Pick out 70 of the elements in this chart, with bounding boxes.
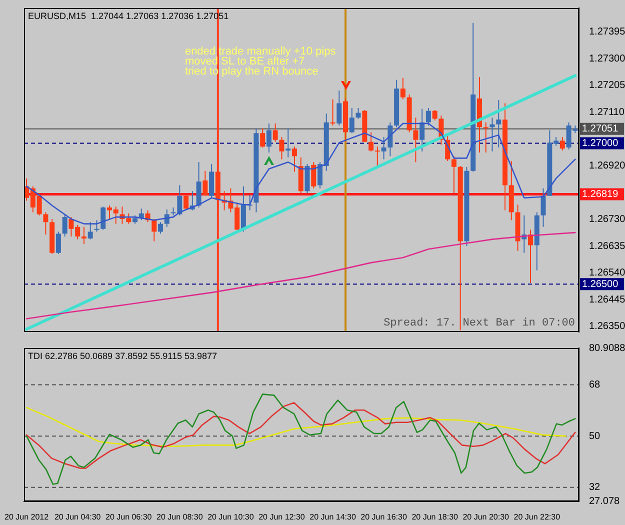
annotation: Spread: 17. Next Bar in 07:00 <box>384 317 575 330</box>
y-tick-label: 1.26350 <box>589 321 625 332</box>
y-tick-label: 1.27300 <box>589 53 625 64</box>
candlestick <box>560 136 565 152</box>
candlestick <box>432 109 438 121</box>
candlestick <box>349 108 354 134</box>
candlestick <box>388 122 393 157</box>
candlestick <box>202 170 208 196</box>
candlestick <box>426 108 431 126</box>
candlestick <box>496 100 502 148</box>
y-tick-label: 1.26730 <box>589 214 625 226</box>
x-tick-label: 20 Jun 22:30 <box>514 512 561 522</box>
y-tick-label: 1.27395 <box>589 26 625 38</box>
y-tick-label: 68 <box>589 380 601 391</box>
candlestick <box>56 231 61 254</box>
y-tick-label: 32 <box>589 482 601 494</box>
candlestick <box>164 208 170 228</box>
y-tick-label: 27.078 <box>589 496 620 508</box>
y-tick-label: 1.26540 <box>589 268 625 279</box>
candlestick <box>381 136 386 160</box>
candlestick <box>311 162 316 189</box>
candlestick <box>272 123 278 142</box>
candlestick <box>413 117 418 163</box>
y-tick-label: 1.27110 <box>589 106 625 118</box>
candlestick <box>292 146 297 172</box>
candlestick <box>196 162 202 208</box>
candlestick <box>43 212 48 236</box>
x-tick-label: 20 Jun 10:30 <box>208 512 254 522</box>
candlestick <box>266 123 272 154</box>
candlestick <box>336 90 342 126</box>
ref-line-label: 1.26819 <box>582 188 619 200</box>
chart-title: TDI 62.2786 50.0689 37.8592 55.9115 53.9877 <box>28 350 217 361</box>
x-tick-label: 20 Jun 14:30 <box>310 512 356 522</box>
candlestick <box>260 128 266 148</box>
candlestick <box>318 162 322 189</box>
y-tick-label: 1.26635 <box>589 240 625 252</box>
candlestick <box>62 214 68 237</box>
candlestick <box>368 132 374 152</box>
candlestick <box>158 222 164 234</box>
y-tick-label: 1.26920 <box>589 160 625 172</box>
candlestick <box>279 136 284 160</box>
ref-line-label: 1.27051 <box>582 124 619 135</box>
x-tick-label: 20 Jun 18:30 <box>412 512 459 522</box>
ref-line-label: 1.26500 <box>582 278 619 290</box>
candlestick <box>540 188 546 228</box>
candlestick <box>356 108 361 120</box>
y-tick-label: 80.9088 <box>589 342 625 354</box>
x-tick-label: 20 Jun 12:30 <box>258 512 306 522</box>
y-tick-label: 50 <box>589 430 601 442</box>
y-tick-label: 1.27205 <box>589 80 625 92</box>
y-tick-label: 1.26445 <box>589 294 625 306</box>
candlestick <box>81 226 86 245</box>
x-tick-label: 20 Jun 04:30 <box>54 512 102 522</box>
candlestick <box>94 220 100 232</box>
x-tick-label: 20 Jun 08:30 <box>156 512 204 522</box>
candlestick <box>483 122 488 154</box>
candlestick <box>184 194 189 210</box>
x-tick-label: 20 Jun 16:30 <box>360 512 408 522</box>
candlestick <box>286 128 291 158</box>
candlestick <box>88 222 93 240</box>
x-tick-label: 20 Jun 06:30 <box>105 512 152 522</box>
candlestick <box>152 218 157 242</box>
candlestick <box>100 206 106 230</box>
candlestick <box>400 77 406 100</box>
ref-line-label: 1.27000 <box>582 138 619 149</box>
candlestick <box>451 156 456 194</box>
x-tick-label: 20 Jun 2012 <box>4 512 50 522</box>
x-tick-label: 20 Jun 20:30 <box>462 512 510 522</box>
candlestick <box>374 146 380 167</box>
candlestick <box>420 108 425 152</box>
